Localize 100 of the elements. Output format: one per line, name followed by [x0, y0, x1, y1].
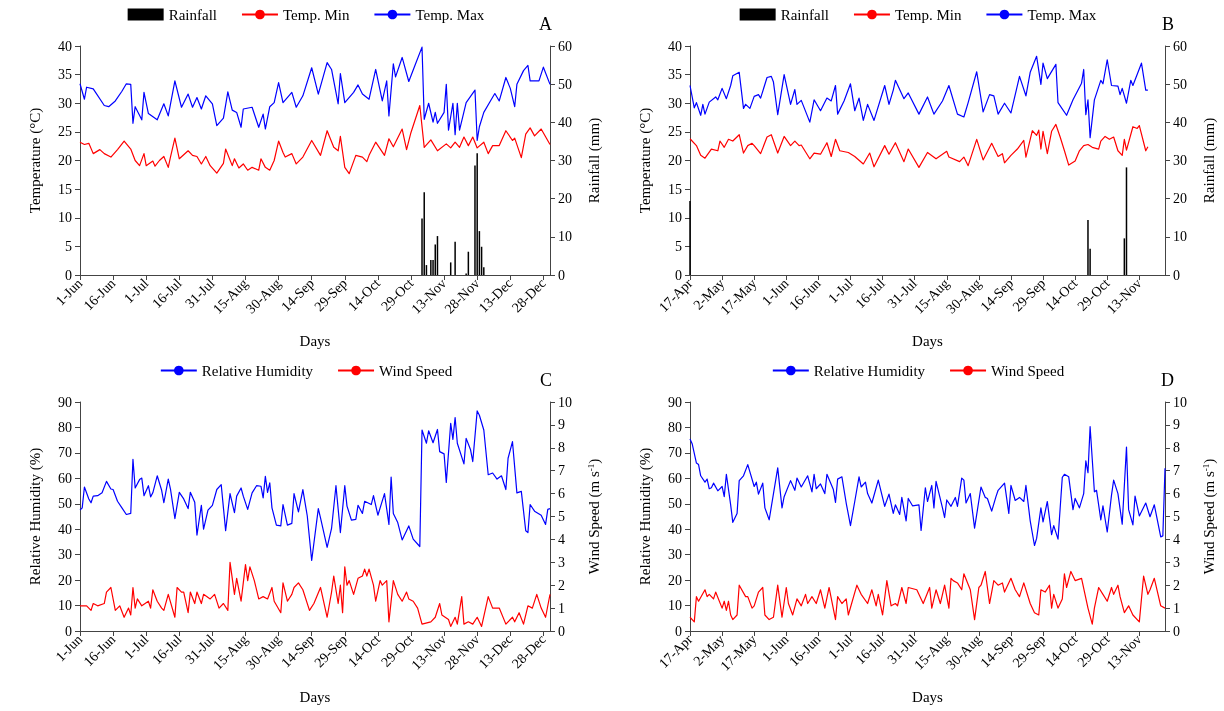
line-series [79, 104, 551, 175]
y2-tick-label: 0 [558, 267, 565, 283]
line-series [79, 46, 551, 142]
y-tick-label: 25 [668, 124, 682, 140]
y-tick-label: 30 [668, 547, 682, 563]
x-axis-title: Days [912, 332, 944, 349]
line-series [689, 570, 1166, 625]
y-tick-label: 35 [58, 67, 72, 83]
y2-tick-label: 0 [1173, 623, 1180, 639]
y-axis-title: Relative Humidity (%) [26, 447, 44, 586]
y-tick-label: 70 [668, 445, 682, 461]
y-tick-label: 40 [668, 521, 682, 537]
y-axis-title: Temperature (°C) [26, 107, 44, 214]
y2-tick-label: 60 [558, 38, 572, 54]
y-tick-label: 15 [58, 181, 72, 197]
y-tick-label: 90 [58, 394, 72, 410]
y-tick-label: 50 [668, 496, 682, 512]
y-tick-label: 20 [668, 572, 682, 588]
y2-tick-label: 8 [558, 440, 565, 456]
y-tick-label: 80 [668, 419, 682, 435]
y2-tick-label: 2 [1173, 577, 1180, 593]
y2-tick-label: 4 [558, 531, 565, 547]
y2-tick-label: 3 [1173, 554, 1180, 570]
line-series [79, 410, 551, 562]
legend-label: Temp. Max [1027, 6, 1097, 23]
line-series [689, 426, 1166, 547]
y-tick-label: 10 [58, 210, 72, 226]
y2-tick-label: 60 [1173, 38, 1187, 54]
y-tick-label: 10 [668, 598, 682, 614]
y-tick-label: 25 [58, 124, 72, 140]
y-tick-label: 10 [58, 598, 72, 614]
y2-tick-label: 7 [1173, 463, 1180, 479]
y-tick-label: 30 [668, 95, 682, 111]
y-tick-label: 60 [58, 470, 72, 486]
x-axis-title: Days [912, 688, 944, 705]
y-tick-label: 70 [58, 445, 72, 461]
y2-tick-label: 4 [1173, 531, 1180, 547]
legend-label: Temp. Max [415, 6, 485, 23]
y2-tick-label: 10 [558, 394, 572, 410]
legend-label: Rainfall [168, 6, 217, 23]
y-tick-label: 30 [58, 95, 72, 111]
y-tick-label: 15 [668, 181, 682, 197]
x-axis-title: Days [299, 688, 331, 705]
y2-tick-label: 40 [1173, 114, 1187, 130]
y2-tick-label: 50 [558, 76, 572, 92]
y2-tick-label: 3 [558, 554, 565, 570]
y2-tick-label: 30 [558, 153, 572, 168]
y2-axis-title: Rainfall (mm) [1200, 117, 1218, 204]
y2-tick-label: 0 [1173, 267, 1180, 283]
y-tick-label: 40 [668, 38, 682, 54]
legend-label: Wind Speed [991, 362, 1065, 379]
y2-axis-title: Wind Speed (m s-1) [585, 458, 603, 575]
y-tick-label: 50 [58, 496, 72, 512]
y-tick-label: 40 [58, 38, 72, 54]
y2-tick-label: 1 [558, 600, 565, 616]
y2-tick-label: 7 [558, 463, 565, 479]
y-axis-title: Relative Humidity (%) [636, 447, 654, 586]
y-tick-label: 40 [58, 521, 72, 537]
y2-tick-label: 20 [1173, 191, 1187, 207]
y2-tick-label: 20 [558, 191, 572, 207]
y2-tick-label: 0 [558, 623, 565, 639]
y2-tick-label: 10 [558, 229, 572, 245]
y2-tick-label: 9 [558, 417, 565, 433]
y2-tick-label: 6 [1173, 486, 1180, 502]
y2-tick-label: 30 [1173, 153, 1187, 168]
y-tick-label: 20 [668, 153, 682, 168]
y-tick-label: 5 [65, 238, 72, 254]
chart-title: B [1161, 14, 1175, 34]
legend-label: Temp. Min [894, 6, 962, 23]
y-axis-title: Temperature (°C) [636, 107, 654, 214]
y2-axis-title: Rainfall (mm) [585, 117, 603, 204]
y-tick-label: 30 [58, 547, 72, 563]
y2-tick-label: 50 [1173, 76, 1187, 92]
legend-label: Wind Speed [379, 362, 453, 379]
legend-label: Relative Humidity [813, 362, 926, 379]
y2-tick-label: 5 [1173, 509, 1180, 524]
y-tick-label: 80 [58, 419, 72, 435]
chart-title: D [1161, 370, 1174, 390]
chart-title: C [539, 370, 553, 390]
y2-tick-label: 10 [1173, 229, 1187, 245]
y-tick-label: 20 [58, 153, 72, 168]
y2-axis-title: Wind Speed (m s-1) [1200, 458, 1218, 575]
line-series [689, 55, 1149, 139]
y2-tick-label: 9 [1173, 417, 1180, 433]
y2-tick-label: 5 [558, 509, 565, 524]
legend-label: Rainfall [780, 6, 829, 23]
y-tick-label: 60 [668, 470, 682, 486]
x-axis-title: Days [299, 332, 331, 349]
y2-tick-label: 40 [558, 114, 572, 130]
legend-label: Relative Humidity [201, 362, 314, 379]
y2-tick-label: 8 [1173, 440, 1180, 456]
y-tick-label: 10 [668, 210, 682, 226]
y-tick-label: 0 [65, 623, 72, 639]
y-tick-label: 35 [668, 67, 682, 83]
y-tick-label: 0 [65, 267, 72, 283]
chart-title: A [539, 14, 552, 34]
line-series [79, 561, 551, 628]
y-tick-label: 0 [675, 623, 682, 639]
y-tick-label: 90 [668, 394, 682, 410]
y-tick-label: 5 [675, 238, 682, 254]
